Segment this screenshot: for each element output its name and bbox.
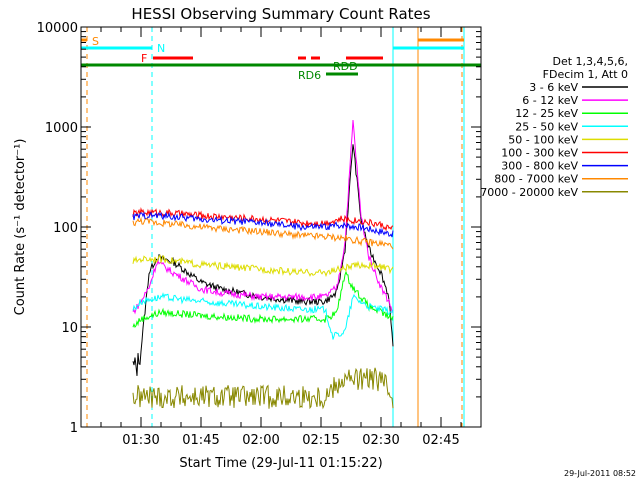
series-line (132, 254, 394, 278)
series-line (132, 216, 394, 250)
rd6-flag-label: RD6 (298, 69, 321, 82)
y-axis: 1 10 100 1000 10000 (37, 21, 481, 436)
legend-label: 3 - 6 keV (529, 81, 578, 94)
legend-header-2: FDecim 1, Att 0 (543, 68, 628, 81)
s-flag-label: S (92, 35, 99, 48)
series-layer (132, 119, 394, 410)
chart-title: HESSI Observing Summary Count Rates (131, 5, 430, 23)
x-tick-label: 02:15 (302, 433, 339, 448)
y-axis-label: Count Rate (s⁻¹ detector⁻¹) (13, 139, 28, 316)
legend-label: 25 - 50 keV (515, 120, 578, 133)
legend: Det 1,3,4,5,6, FDecim 1, Att 0 3 - 6 keV… (480, 55, 628, 199)
footer-timestamp: 29-Jul-2011 08:52 (564, 469, 636, 478)
f-flag-label: F (141, 52, 147, 65)
legend-label: 12 - 25 keV (515, 107, 578, 120)
x-axis-label: Start Time (29-Jul-11 01:15:22) (179, 456, 382, 471)
status-bars: S NF RDD RD6 (81, 27, 481, 427)
n-flag-label: N (157, 42, 165, 55)
y-tick-label: 1000 (45, 121, 78, 136)
x-tick-label: 02:45 (422, 433, 459, 448)
legend-label: 300 - 800 keV (501, 160, 578, 173)
series-line (132, 292, 394, 340)
series-line (132, 119, 394, 315)
legend-label: 7000 - 20000 keV (480, 186, 578, 199)
y-tick-label: 10000 (37, 21, 78, 36)
x-tick-label: 01:45 (182, 433, 219, 448)
y-tick-label: 10 (61, 321, 78, 336)
legend-label: 100 - 300 keV (501, 147, 578, 160)
legend-label: 6 - 12 keV (522, 94, 578, 107)
x-tick-label: 01:30 (122, 433, 159, 448)
y-tick-label: 100 (53, 221, 78, 236)
series-line (132, 367, 394, 410)
series-line (132, 270, 394, 328)
rdd-flag-label: RDD (333, 60, 358, 73)
plot-frame (80, 26, 482, 428)
x-tick-label: 02:30 (362, 433, 399, 448)
legend-header-1: Det 1,3,4,5,6, (552, 55, 628, 68)
series-line (132, 144, 394, 376)
series-line (132, 207, 394, 232)
y-tick-label: 1 (70, 421, 78, 436)
x-tick-label: 02:00 (242, 433, 279, 448)
legend-label: 800 - 7000 keV (494, 173, 578, 186)
x-axis: 01:30 01:45 02:00 02:15 02:30 02:45 (100, 27, 462, 448)
legend-label: 50 - 100 keV (508, 133, 578, 146)
series-line (132, 211, 394, 238)
